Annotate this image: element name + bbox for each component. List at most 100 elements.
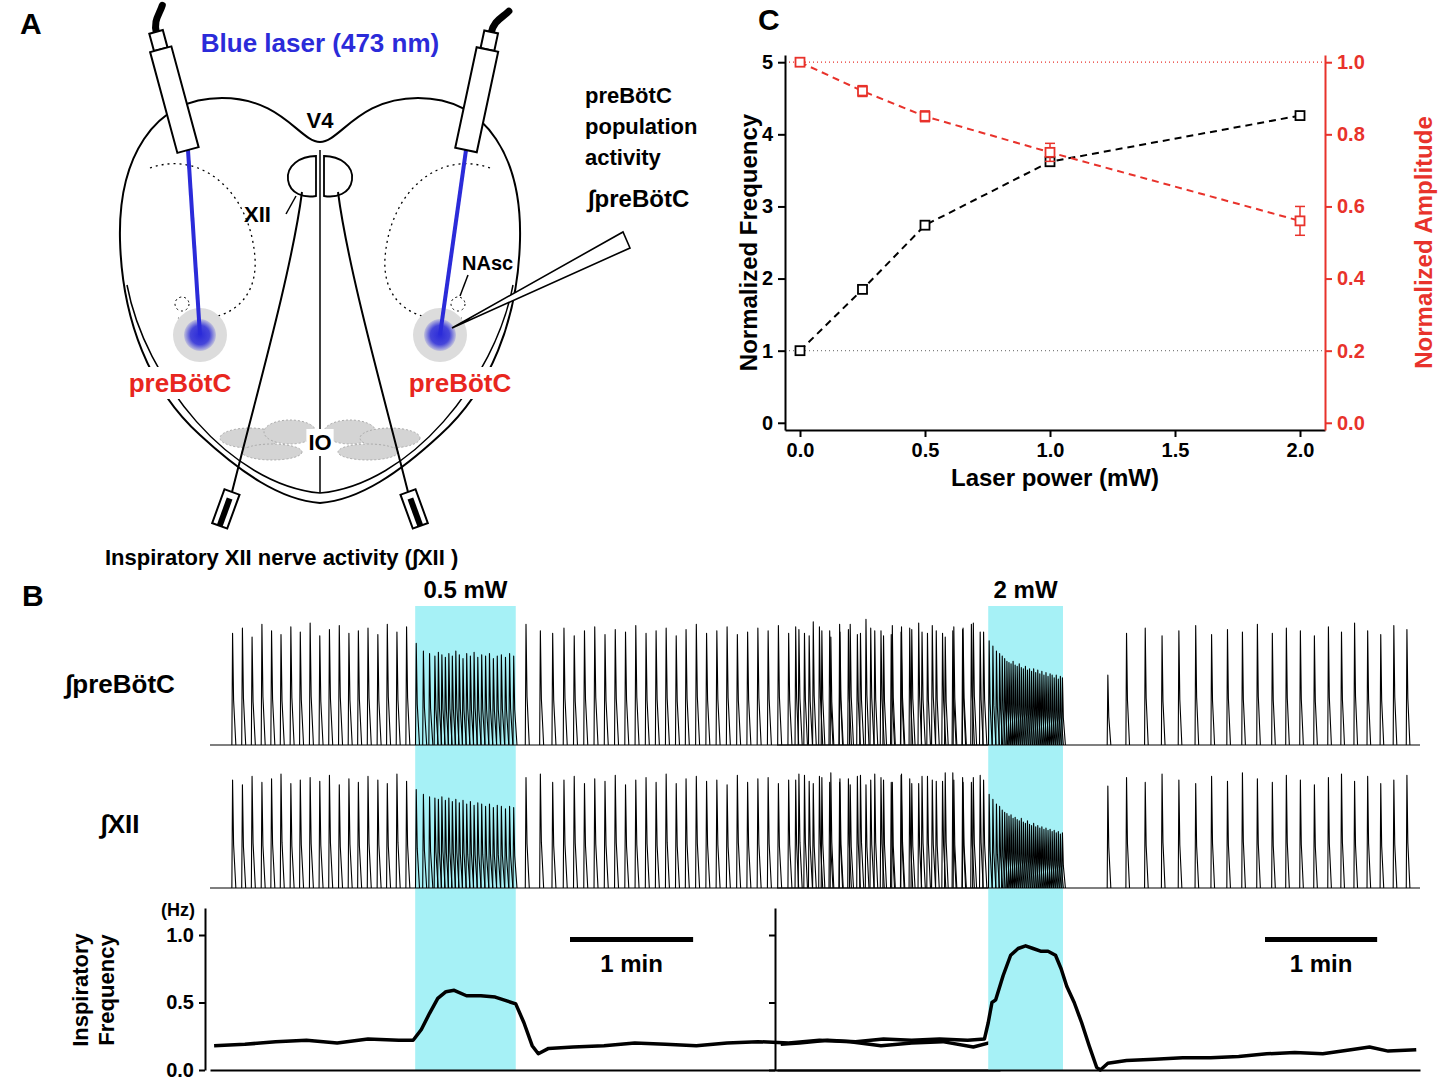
electrode-core [408, 498, 424, 527]
tick: 0.4 [1325, 267, 1366, 289]
tick-mark [1325, 206, 1332, 208]
burst [1242, 773, 1246, 888]
burst [406, 627, 410, 745]
label-background [460, 251, 515, 275]
burst [839, 624, 843, 745]
figure-root: ABlue laser (473 nm)V4XIINAscIOpreBötCpr… [0, 0, 1447, 1091]
error-cap [1045, 161, 1055, 163]
burst [574, 636, 578, 745]
tick: 1 [762, 340, 785, 362]
burst [952, 773, 956, 888]
target-light [424, 319, 456, 351]
burst [1211, 776, 1215, 888]
burst [971, 624, 975, 745]
burst [594, 627, 598, 745]
burst [891, 782, 895, 888]
marker [858, 87, 867, 96]
burst [1107, 786, 1111, 888]
burst [1227, 629, 1231, 745]
burst [584, 631, 588, 745]
burst [552, 633, 556, 745]
burst [953, 627, 957, 745]
burst [849, 785, 853, 888]
burst [909, 628, 913, 745]
burst [290, 784, 294, 888]
tick: 0.8 [1325, 123, 1365, 145]
burst [329, 775, 333, 888]
burst [900, 632, 904, 745]
burst [1341, 774, 1345, 888]
burst [726, 785, 730, 888]
olive-region [242, 444, 302, 460]
burst [1126, 633, 1130, 745]
tick-label: 0.2 [1337, 340, 1365, 362]
burst [1062, 833, 1066, 888]
burst [261, 782, 265, 888]
electrode-body [212, 489, 239, 528]
target-halo [413, 308, 467, 362]
burst [1062, 678, 1066, 745]
burst [513, 656, 517, 745]
axis-line [785, 56, 787, 431]
burst [329, 629, 333, 745]
nucleus-ambiguus [451, 297, 465, 311]
tick: 1.0 [1325, 51, 1365, 73]
tick-mark [1325, 422, 1332, 424]
tick: 0.0 [1325, 412, 1365, 434]
tick-label: 0.4 [1337, 267, 1366, 289]
burst [563, 628, 567, 745]
laser-beam [188, 150, 200, 335]
burst [625, 632, 629, 745]
tick-label: 1.0 [1037, 439, 1065, 461]
burst [290, 627, 294, 745]
burst [1314, 785, 1318, 888]
label-background [306, 429, 333, 456]
error-bar [1045, 143, 1055, 161]
burst [563, 780, 567, 888]
burst [980, 632, 984, 745]
axis-title: Normalized Amplitude [1410, 116, 1437, 368]
burst [716, 631, 720, 745]
burst [936, 631, 940, 745]
tick-mark [199, 935, 205, 937]
slice-outline [120, 98, 520, 503]
tick-mark [778, 134, 785, 136]
marker [1296, 111, 1305, 120]
tick-mark [925, 430, 927, 437]
burst [992, 799, 996, 888]
burst [300, 780, 304, 888]
burst [387, 624, 391, 745]
burst [1195, 784, 1199, 888]
burst [1145, 628, 1149, 745]
tick-label: 0.0 [787, 439, 815, 461]
tick-label: 3 [762, 195, 773, 217]
dotted-region [385, 164, 490, 320]
axis-line [205, 909, 207, 1071]
burst [1367, 776, 1371, 888]
y-axis: 012345 [762, 51, 786, 434]
burst [696, 624, 700, 745]
burst [309, 623, 313, 745]
electrode-core [217, 498, 233, 527]
marker [1296, 216, 1305, 225]
reference-line [785, 350, 1325, 351]
trace-baseline [777, 744, 1420, 745]
burst [505, 809, 509, 888]
burst [396, 632, 400, 745]
burst [339, 785, 343, 888]
scale-bar-label: 1 min [1290, 950, 1353, 977]
burst [921, 632, 925, 745]
burst [1195, 626, 1199, 745]
burst [767, 631, 771, 745]
burst [1380, 784, 1384, 888]
burst [416, 790, 420, 888]
panel-letter: C [758, 3, 780, 36]
burst [927, 633, 931, 745]
tick: 0.5 [166, 991, 205, 1013]
burst [477, 657, 481, 745]
burst [429, 654, 433, 745]
axis-line [786, 430, 1326, 432]
tick-label: 0 [762, 412, 773, 434]
burst [696, 776, 700, 888]
tick-label: 0.0 [1337, 412, 1365, 434]
